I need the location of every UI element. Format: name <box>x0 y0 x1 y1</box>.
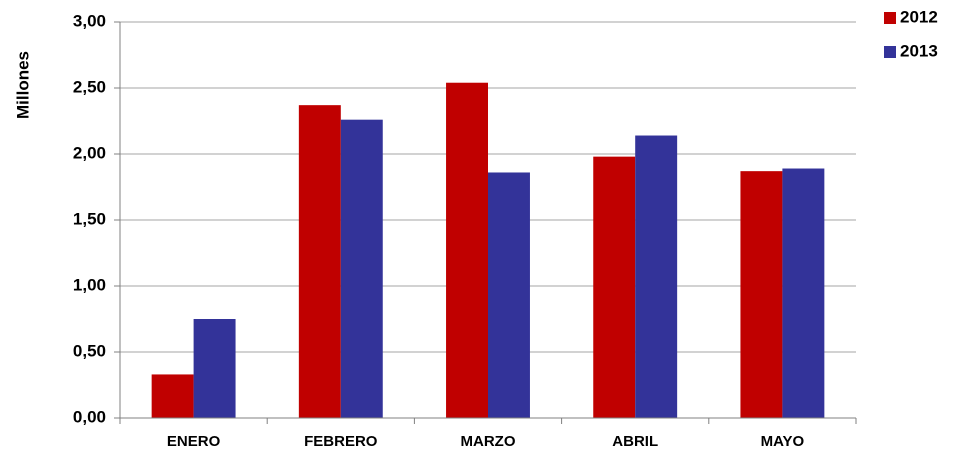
x-tick-label: ENERO <box>167 433 221 450</box>
legend-swatch <box>884 46 896 58</box>
legend-label: 2013 <box>900 41 938 60</box>
bar <box>446 82 488 418</box>
bar <box>298 105 341 418</box>
y-tick-label: 2,50 <box>73 77 106 96</box>
x-tick-label: MAYO <box>761 433 805 450</box>
legend-swatch <box>884 12 896 24</box>
bar <box>593 156 636 418</box>
y-tick-label: 3,00 <box>73 11 106 30</box>
y-tick-label: 1,00 <box>73 275 106 294</box>
y-tick-label: 2,00 <box>73 143 106 162</box>
bar <box>740 171 783 418</box>
y-tick-label: 1,50 <box>73 209 106 228</box>
bar <box>488 172 530 418</box>
x-tick-label: ABRIL <box>612 433 658 450</box>
y-axis-label: Millones <box>13 51 32 119</box>
x-tick-label: MARZO <box>461 433 516 450</box>
bar <box>340 119 383 419</box>
bar <box>782 168 825 418</box>
legend-label: 2012 <box>900 7 938 26</box>
bar <box>635 135 678 418</box>
x-tick-label: FEBRERO <box>304 433 378 450</box>
y-tick-label: 0,00 <box>73 407 106 426</box>
bar <box>151 374 194 418</box>
y-tick-label: 0,50 <box>73 341 106 360</box>
bar <box>193 319 236 418</box>
